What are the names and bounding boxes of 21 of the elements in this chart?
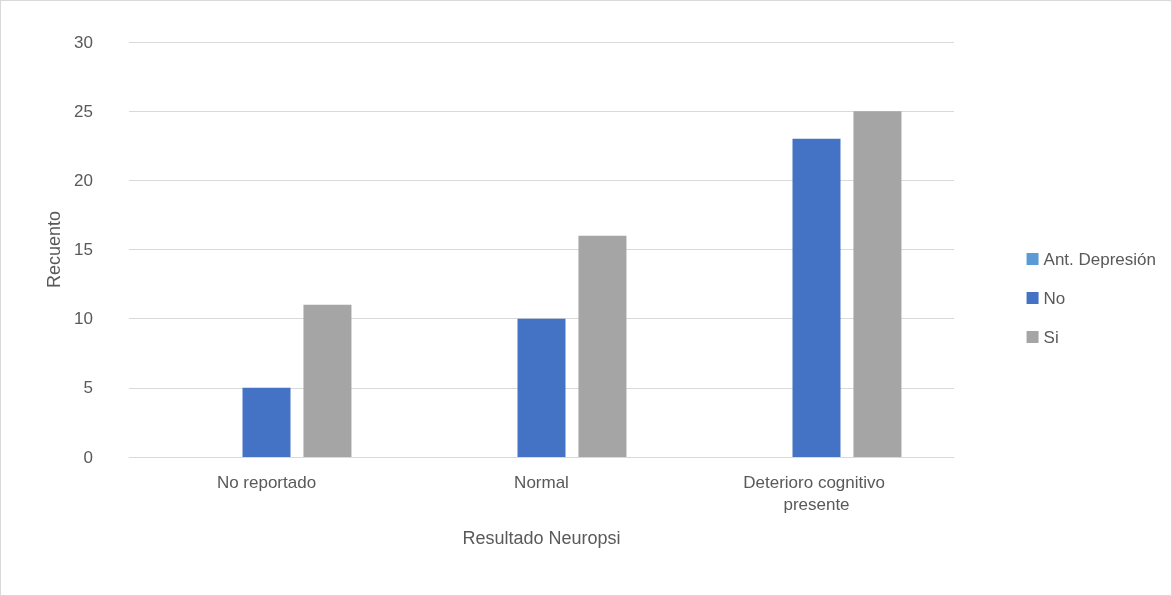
x-axis-title: Resultado Neuropsi <box>462 528 621 548</box>
y-tick-label: 20 <box>74 170 93 190</box>
legend-label: Ant. Depresión <box>1043 249 1156 269</box>
x-tick-label: Normal <box>514 472 569 492</box>
y-tick-label: 5 <box>83 378 93 398</box>
bar <box>517 318 566 457</box>
x-tick-label: Deterioro cognitivo presente <box>743 472 890 514</box>
bar <box>242 387 291 457</box>
legend-label: No <box>1043 288 1066 308</box>
x-tick-label: No reportado <box>216 472 317 492</box>
bar <box>578 235 627 457</box>
legend-label: Si <box>1043 327 1059 347</box>
y-tick-label: 25 <box>74 101 93 121</box>
bar <box>303 304 352 457</box>
y-tick-label: 15 <box>74 240 93 259</box>
y-tick-label: 10 <box>74 309 93 329</box>
y-tick-label: 0 <box>83 447 93 467</box>
y-axis-title: Recuento <box>44 210 65 289</box>
bar <box>792 138 841 457</box>
bar <box>853 111 902 457</box>
y-tick-label: 30 <box>74 32 93 52</box>
